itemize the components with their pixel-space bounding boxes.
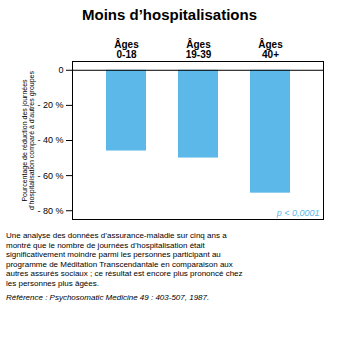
svg-text:Pourcentage de réduction des j: Pourcentage de réduction des journéesd’h… (21, 71, 36, 210)
svg-text:- 80 %: - 80 % (37, 206, 63, 216)
svg-text:- 20 %: - 20 % (37, 100, 63, 110)
html-text:Référence : Psychosomatic Medi: Référence : Psychosomatic Medicine 49 : … (6, 292, 210, 302)
svg-text:Âges0-18: Âges0-18 (114, 38, 139, 60)
svg-text:Âges40+: Âges40+ (258, 38, 283, 60)
svg-text:p < 0,0001: p < 0,0001 (276, 208, 320, 218)
svg-text:- 60 %: - 60 % (37, 170, 63, 180)
svg-text:0: 0 (58, 65, 63, 75)
html-text:Une analyse des données d’assu: Une analyse des données d’assurance-mala… (6, 231, 243, 288)
svg-text:Âges19-39: Âges19-39 (186, 38, 212, 60)
svg-text:- 40 %: - 40 % (37, 135, 63, 145)
html-text:Moins d’hospitalisations: Moins d’hospitalisations (82, 6, 257, 23)
